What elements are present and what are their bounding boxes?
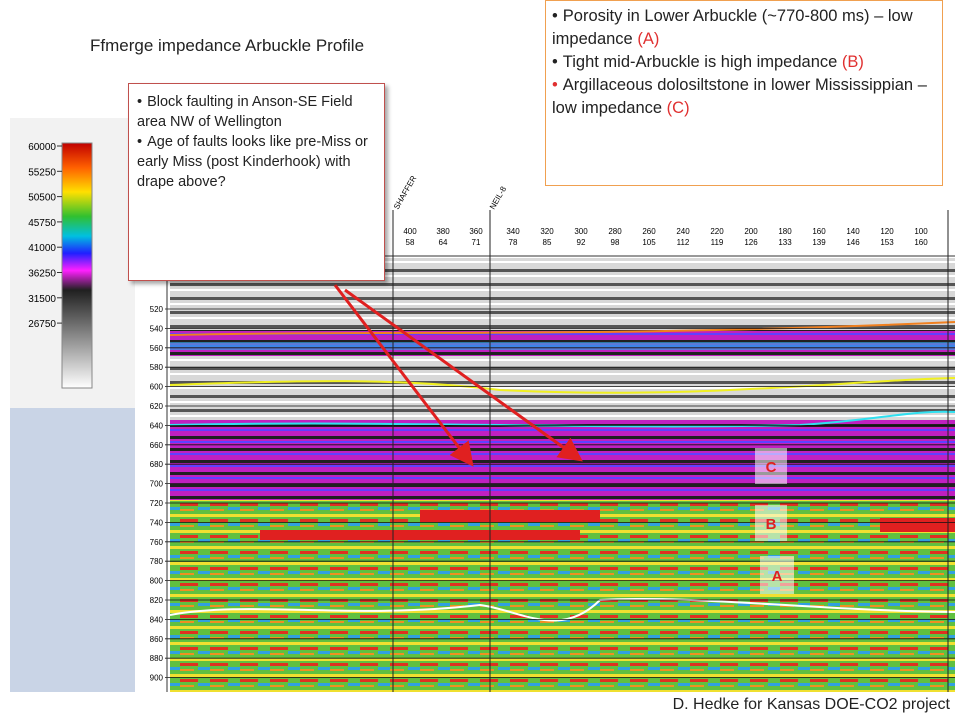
callout-text: Age of faults looks like pre-Miss or ear… [137, 132, 376, 192]
callout-text: Argillaceous dolosiltstone in lower Miss… [552, 76, 927, 117]
horizon [169, 377, 956, 394]
green-zone [170, 500, 955, 692]
horizon [169, 410, 956, 428]
band [260, 530, 580, 540]
trace-label: 220 [710, 227, 724, 236]
scale-label: 31500 [28, 294, 56, 305]
band [880, 518, 955, 532]
footer: D. Hedke for Kansas DOE-CO2 project [672, 696, 950, 713]
trace-label: 360 [469, 227, 483, 236]
trace-label: 112 [677, 238, 690, 247]
trace-label: 160 [914, 238, 928, 247]
trace-label: 139 [812, 238, 826, 247]
scale-label: 50500 [28, 193, 56, 204]
scale-label: 60000 [28, 142, 56, 153]
arrow [344, 288, 583, 462]
trace-label: 260 [642, 227, 656, 236]
horizon [169, 321, 956, 336]
trace-label: 133 [778, 238, 792, 247]
scale-label: 41000 [28, 243, 56, 254]
trace-label: 64 [439, 238, 448, 247]
time-label: 680 [150, 460, 164, 469]
trace-label: 78 [509, 238, 518, 247]
zone-label: C [766, 459, 777, 476]
time-label: 520 [150, 305, 164, 314]
time-label: 800 [150, 577, 164, 586]
callout-item: Tight mid-Arbuckle is high impedance (B) [552, 51, 936, 74]
time-label: 880 [150, 654, 164, 663]
band [420, 510, 600, 522]
trace-label: 240 [676, 227, 690, 236]
arrow [333, 284, 474, 467]
time-label: 760 [150, 538, 164, 547]
trace-label: 300 [574, 227, 588, 236]
callout-tag: (A) [637, 30, 660, 48]
horizon [169, 597, 956, 622]
gray-zone [170, 356, 955, 420]
trace-label: 180 [778, 227, 792, 236]
trace-label: 200 [744, 227, 758, 236]
time-label: 600 [150, 383, 164, 392]
callout-tag: (B) [841, 53, 864, 71]
trace-label: 280 [608, 227, 622, 236]
time-label: 640 [150, 421, 164, 430]
callout-item: Argillaceous dolosiltstone in lower Miss… [552, 74, 936, 120]
scale-label: 36250 [28, 269, 56, 280]
time-label: 820 [150, 596, 164, 605]
trace-label: 380 [436, 227, 450, 236]
time-label: 900 [150, 674, 164, 683]
zone-label: B [766, 516, 777, 533]
callout-item: Porosity in Lower Arbuckle (~770-800 ms)… [552, 5, 936, 51]
trace-label: 85 [543, 238, 552, 247]
time-label: 780 [150, 557, 164, 566]
time-label: 860 [150, 635, 164, 644]
time-label: 740 [150, 518, 164, 527]
trace-label: 92 [577, 238, 586, 247]
trace-label: 105 [642, 238, 656, 247]
color-bar [61, 142, 93, 389]
trace-label: 140 [846, 227, 860, 236]
time-label: 840 [150, 615, 164, 624]
magenta-zone [170, 420, 955, 500]
trace-label: 58 [406, 238, 415, 247]
callout-text: Block faulting in Anson-SE Field area NW… [137, 92, 376, 132]
trace-label: 100 [914, 227, 928, 236]
zone-box [755, 505, 787, 541]
band [170, 342, 955, 350]
time-label: 660 [150, 441, 164, 450]
trace-label: 126 [744, 238, 758, 247]
time-label: 620 [150, 402, 164, 411]
callout-left: Block faulting in Anson-SE Field area NW… [128, 83, 385, 281]
callout-text: Tight mid-Arbuckle is high impedance [562, 53, 838, 71]
trace-label: 320 [540, 227, 554, 236]
trace-label: 146 [846, 238, 860, 247]
zone-label: A [772, 568, 783, 585]
callout-tag: (C) [666, 99, 690, 117]
trace-label: 119 [711, 238, 724, 247]
scale-label: 55250 [28, 167, 56, 178]
trace-label: 71 [472, 238, 481, 247]
time-label: 700 [150, 480, 164, 489]
time-label: 580 [150, 363, 164, 372]
callout-text: Porosity in Lower Arbuckle (~770-800 ms)… [552, 7, 913, 48]
trace-label: 153 [880, 238, 894, 247]
zone-box [760, 556, 794, 594]
time-label: 540 [150, 324, 164, 333]
callout-right: Porosity in Lower Arbuckle (~770-800 ms)… [545, 0, 943, 186]
scale-label: 26750 [28, 319, 56, 330]
time-label: 720 [150, 499, 164, 508]
scale-label: 45750 [28, 218, 56, 229]
zone-box [755, 448, 787, 484]
trace-label: 160 [812, 227, 826, 236]
trace-label: 120 [880, 227, 894, 236]
time-label: 560 [150, 344, 164, 353]
trace-label: 400 [403, 227, 417, 236]
trace-label: 340 [506, 227, 520, 236]
trace-label: 98 [611, 238, 620, 247]
title: Ffmerge impedance Arbuckle Profile [90, 36, 365, 55]
